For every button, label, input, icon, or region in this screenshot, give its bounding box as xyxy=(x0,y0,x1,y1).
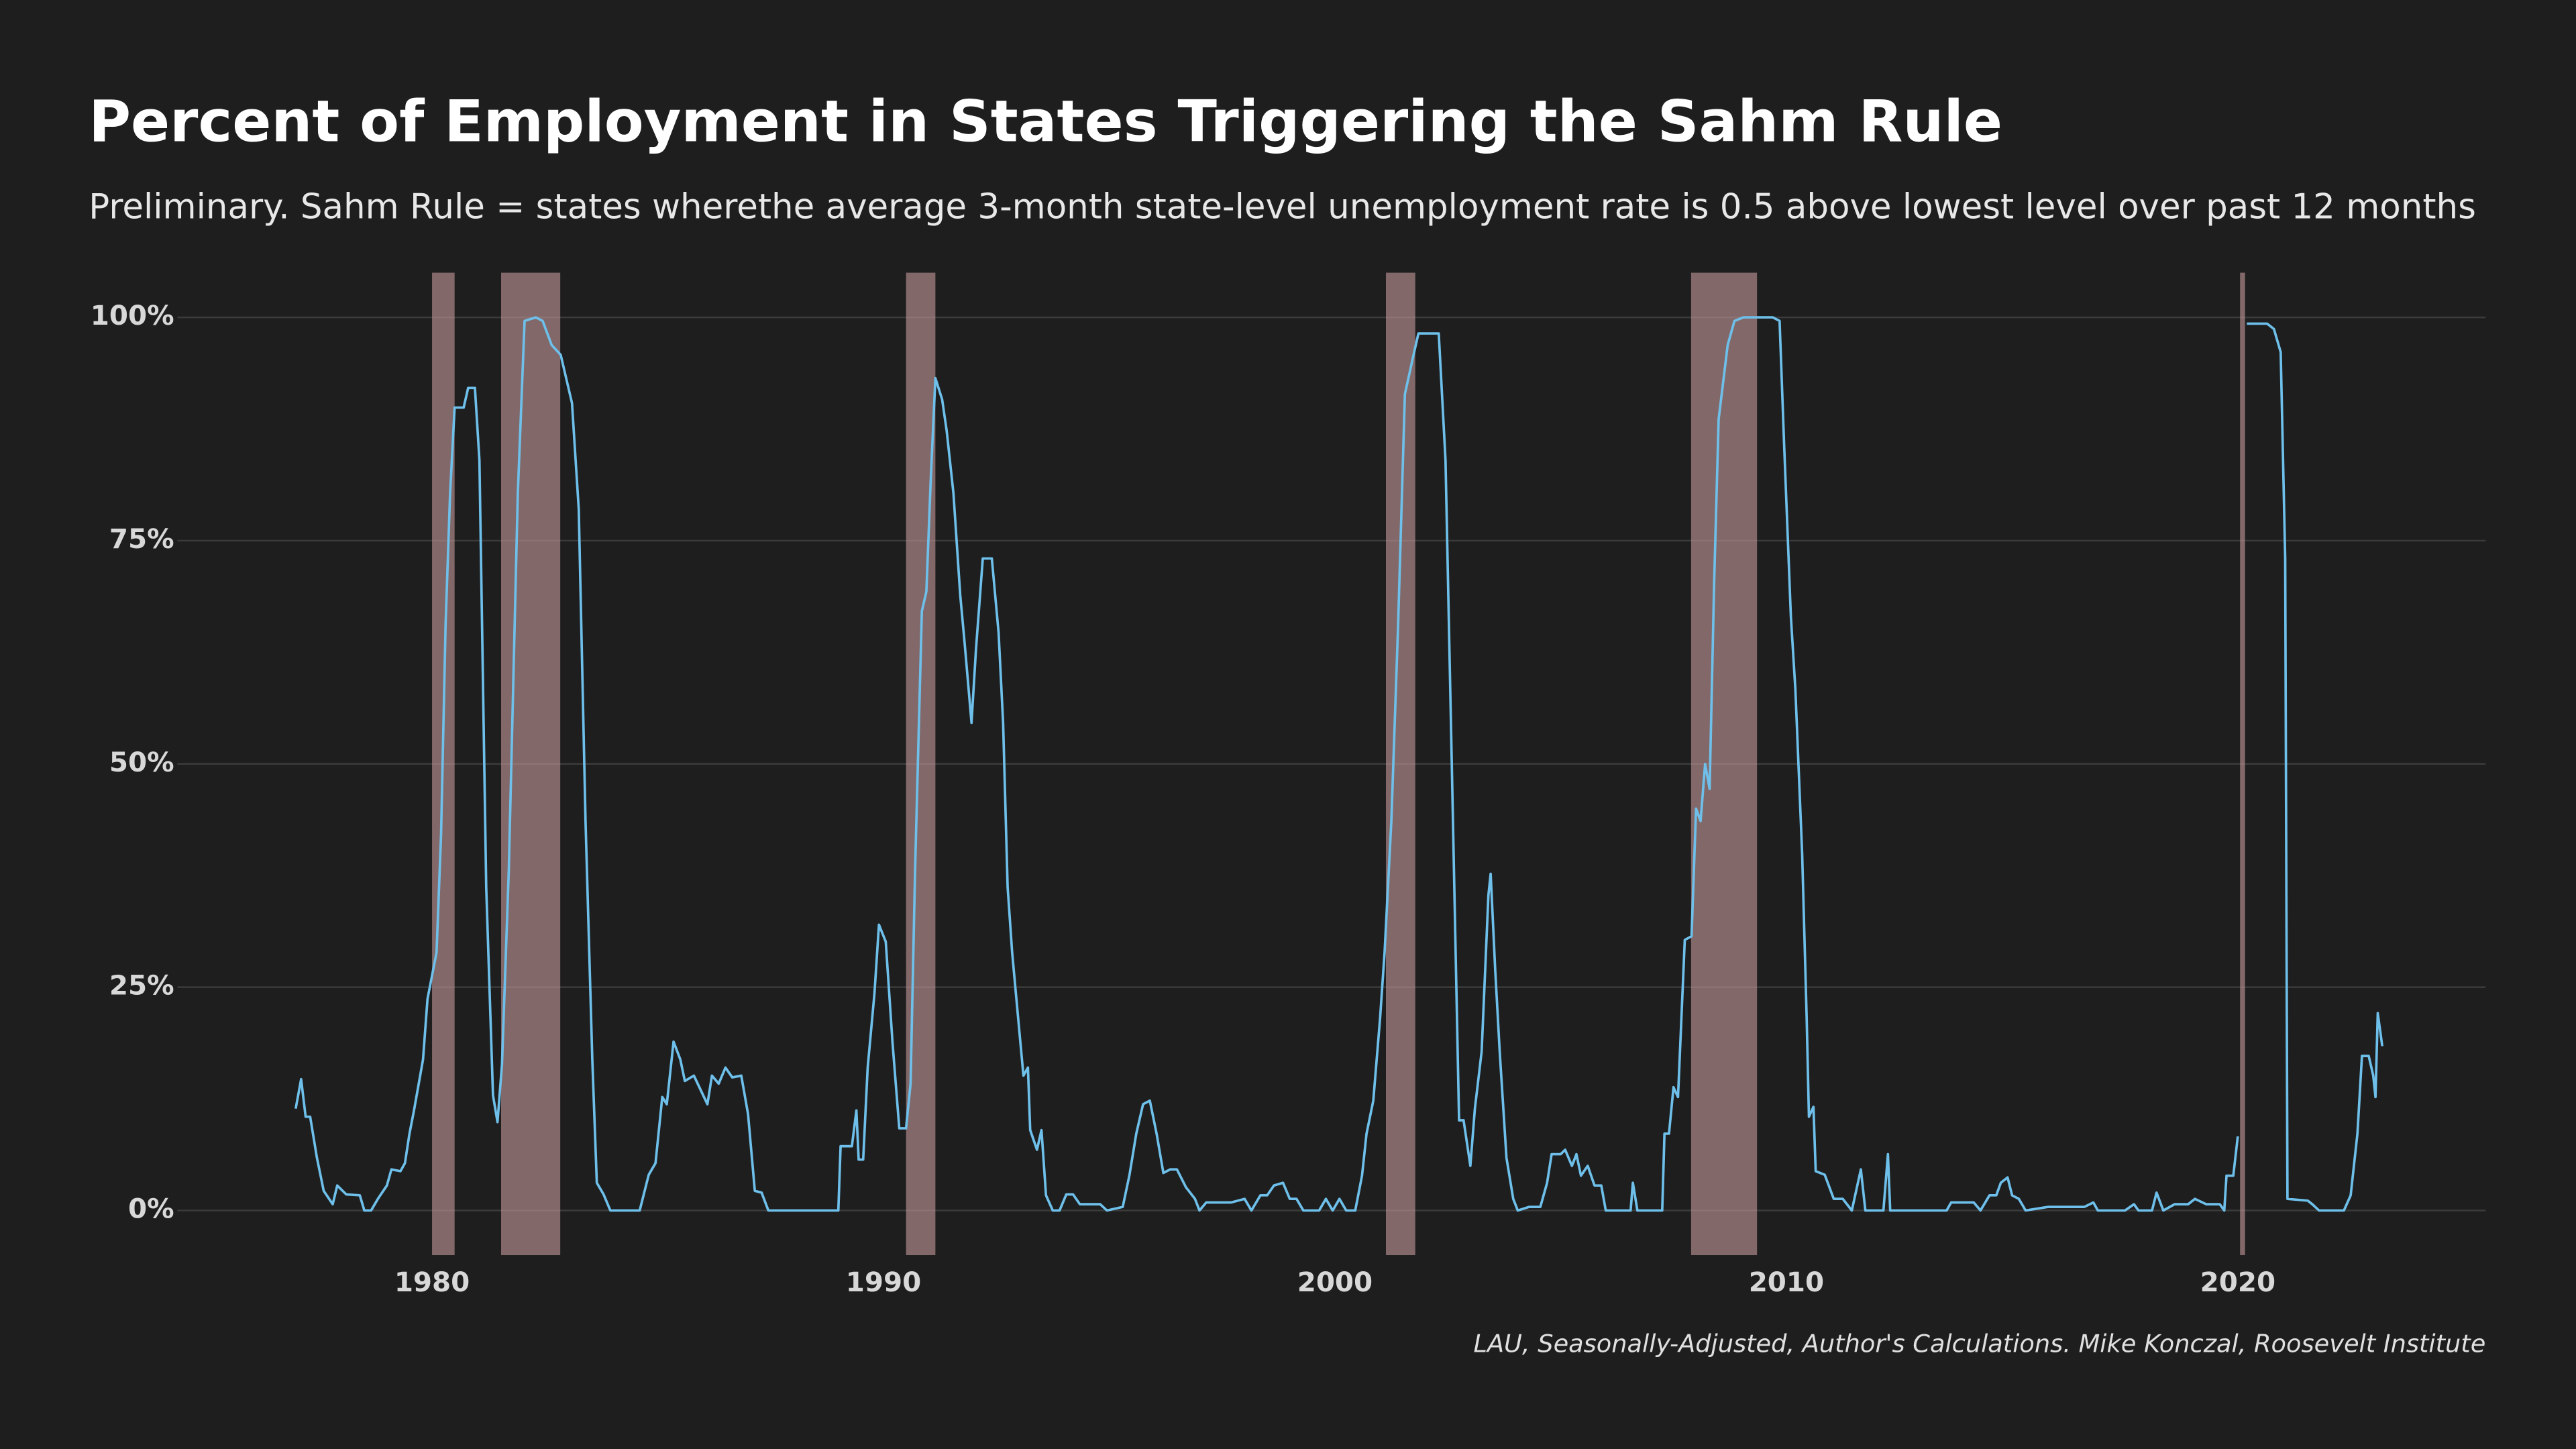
x-tick-label: 2000 xyxy=(1297,1266,1373,1298)
chart-subtitle: Preliminary. Sahm Rule = states wherethe… xyxy=(89,187,2476,227)
y-tick-label: 25% xyxy=(109,969,174,1002)
recession-band xyxy=(1690,272,1758,1256)
recession-band xyxy=(2240,272,2245,1256)
chart-title: Percent of Employment in States Triggeri… xyxy=(89,89,2002,156)
recession-band xyxy=(906,272,936,1256)
recession-band xyxy=(500,272,561,1256)
x-tick-label: 2010 xyxy=(1749,1266,1824,1298)
x-tick-label: 1990 xyxy=(846,1266,921,1298)
recession-band xyxy=(1385,272,1415,1256)
y-tick-label: 75% xyxy=(109,523,174,555)
y-tick-label: 100% xyxy=(91,299,174,331)
caption: LAU, Seasonally-Adjusted, Author's Calcu… xyxy=(1473,1330,2485,1358)
x-tick-label: 1980 xyxy=(394,1266,470,1298)
y-tick-label: 50% xyxy=(109,746,174,778)
data-line xyxy=(294,316,2384,1212)
x-tick-label: 2020 xyxy=(2200,1266,2275,1298)
y-tick-label: 0% xyxy=(128,1192,174,1224)
